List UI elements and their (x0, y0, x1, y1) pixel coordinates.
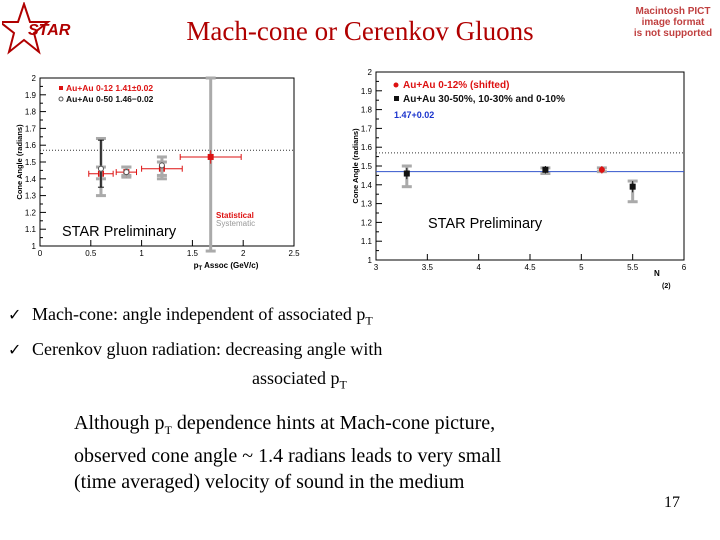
page-number: 17 (664, 494, 680, 511)
y-tick-label: 1 (368, 256, 373, 265)
y-tick-label: 2 (32, 74, 37, 83)
slide-title: Mach-cone or Cerenkov Gluons (186, 16, 534, 46)
annotation-systematic: Systematic (216, 219, 255, 228)
legend-marker (58, 96, 64, 102)
note-subscript: T (164, 423, 172, 437)
bullet-item: ✓ Mach-cone: angle independent of associa… (8, 300, 382, 335)
y-tick-label: 1.7 (25, 124, 37, 133)
bullet-list: ✓ Mach-cone: angle independent of associa… (8, 300, 382, 398)
legend-label: Au+Au 0-50 1.46−0.02 (66, 94, 154, 104)
legend-marker (59, 86, 63, 90)
y-tick-label: 2 (368, 68, 373, 77)
x-tick-label: 0.5 (85, 249, 97, 258)
y-tick-label: 1.9 (361, 87, 373, 96)
bullet-continuation: associated pT (8, 364, 382, 399)
legend-label: Au+Au 30-50%, 10-30% and 0-10% (403, 94, 565, 105)
bullet-text: Mach-cone: angle independent of associat… (32, 304, 366, 324)
x-tick-label: 2 (241, 249, 246, 258)
x-tick-label: 4 (476, 263, 481, 272)
data-point (123, 169, 130, 176)
y-tick-label: 1.5 (25, 158, 37, 167)
pict-notice-line: Macintosh PICT (635, 6, 711, 17)
note-line: observed cone angle ~ 1.4 radians leads … (74, 445, 502, 467)
chart-pt-assoc: 1 1.1 1.2 1.3 1.4 1.5 1.6 1.7 1.8 1.9 2 0 0.5 1 1.5 2 2.… (6, 68, 306, 276)
logo-text: STAR (28, 22, 71, 39)
legend-label: Au+Au 0-12 1.41±0.02 (66, 83, 153, 93)
note-paragraph: Although pT dependence hints at Mach-con… (74, 410, 594, 495)
check-icon: ✓ (8, 305, 22, 324)
y-tick-label: 1.4 (361, 181, 373, 190)
data-point (158, 162, 165, 169)
pict-notice-line: is not supported (633, 28, 713, 39)
legend-label: Au+Au 0-12% (shifted) (403, 80, 509, 91)
x-axis-label: N (654, 269, 660, 278)
y-tick-label: 1.3 (361, 200, 373, 209)
y-tick-label: 1.4 (25, 175, 37, 184)
fit-label: 1.47+0.02 (394, 110, 434, 120)
y-tick-label: 1.8 (25, 108, 37, 117)
note-text: Although p (74, 412, 165, 434)
y-tick-label: 1.1 (25, 225, 37, 234)
x-tick-label: 1 (139, 249, 144, 258)
x-tick-label: 3.5 (422, 263, 434, 272)
note-line: Although pT dependence hints at Mach-con… (74, 410, 594, 443)
bullet-subscript: T (365, 313, 373, 328)
x-axis-label-sub: T (199, 266, 203, 272)
legend-marker (393, 82, 399, 88)
pict-notice-line: image format (641, 17, 705, 28)
legend-marker (394, 96, 399, 101)
y-tick-label: 1.6 (361, 143, 373, 152)
note-line: (time averaged) velocity of sound in the… (74, 471, 465, 493)
chart-npart: 1 1.1 1.2 1.3 1.4 1.5 1.6 1.7 1.8 1.9 2 3 3.5 4 4.5 5 5.… (342, 68, 694, 296)
x-tick-label: 2.5 (288, 249, 300, 258)
y-tick-label: 1.3 (25, 192, 37, 201)
x-tick-label: 5.5 (627, 263, 639, 272)
y-tick-label: 1.2 (25, 208, 37, 217)
y-tick-label: 1.2 (361, 218, 373, 227)
x-tick-label: 4.5 (524, 263, 536, 272)
y-tick-label: 1 (32, 242, 37, 251)
data-point (542, 166, 549, 173)
y-tick-label: 1.1 (361, 237, 373, 246)
y-tick-label: 1.8 (361, 106, 373, 115)
data-point (97, 165, 104, 172)
pict-notice: Macintosh PICT image format is not suppo… (628, 6, 718, 39)
x-tick-label: 0 (38, 249, 43, 258)
check-icon: ✓ (8, 339, 22, 359)
bullet-text: Cerenkov gluon radiation: decreasing ang… (32, 338, 383, 359)
x-tick-label: 1.5 (187, 249, 199, 258)
bullet-subscript: T (339, 377, 347, 392)
y-tick-label: 1.6 (25, 141, 37, 150)
y-axis-label: Cone Angle (radians) (351, 128, 360, 204)
data-point (403, 170, 410, 177)
annotation-statistical: Statistical (216, 211, 254, 220)
preliminary-label: STAR Preliminary (62, 224, 177, 240)
bullet-item: ✓ Cerenkov gluon radiation: decreasing an… (8, 335, 382, 364)
y-tick-label: 1.7 (361, 124, 373, 133)
x-tick-label: 3 (374, 263, 379, 272)
star-logo-icon (2, 2, 51, 55)
data-point (598, 166, 605, 173)
y-tick-label: 1.9 (25, 91, 37, 100)
note-text: dependence hints at Mach-cone picture, (171, 412, 496, 434)
data-point (207, 153, 214, 160)
x-tick-label: 5 (579, 263, 584, 272)
y-tick-label: 1.5 (361, 162, 373, 171)
x-axis-label-rest: Assoc (GeV/c) (202, 261, 259, 270)
y-axis-label: Cone Angle (radians) (15, 124, 24, 200)
preliminary-label: STAR Preliminary (428, 216, 543, 232)
star-logo: STAR (2, 2, 71, 55)
x-axis-label-denominator: (2) (662, 283, 671, 290)
x-tick-label: 6 (682, 263, 687, 272)
x-axis-label: pT Assoc (GeV/c) (194, 261, 259, 272)
data-point (629, 183, 636, 190)
bullet-text: associated p (252, 367, 340, 388)
